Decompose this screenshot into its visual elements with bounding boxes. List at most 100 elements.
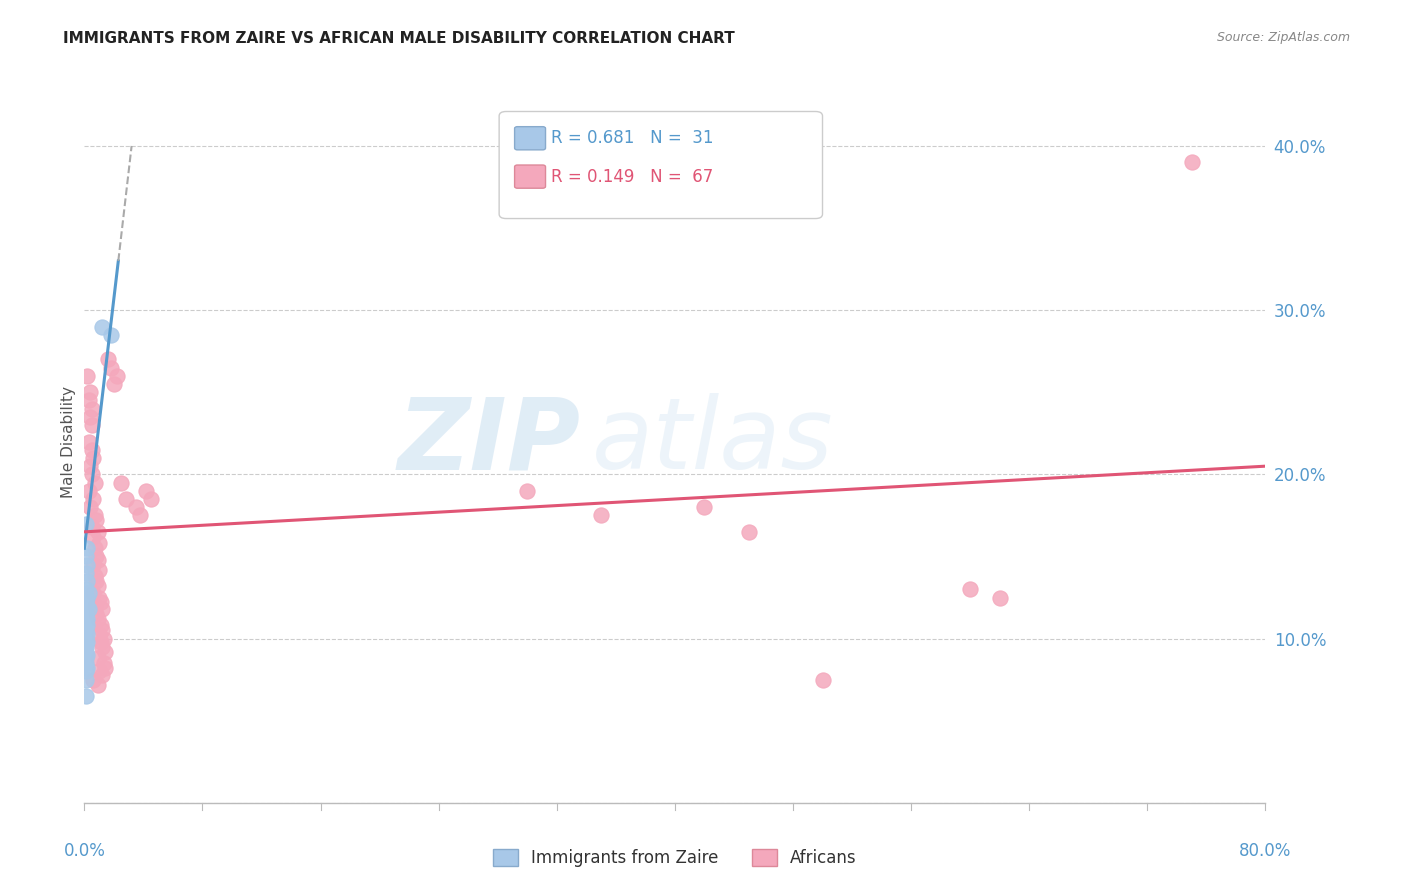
Point [91, 667, 114, 681]
Point [591, 508, 613, 523]
Point [83, 599, 105, 613]
Point [80, 442, 103, 457]
Point [738, 524, 761, 539]
Point [86, 651, 108, 665]
Point [86, 612, 108, 626]
Point [75, 665, 97, 679]
Point [139, 491, 162, 506]
Point [75, 582, 97, 597]
Point [76, 599, 98, 613]
Point [86, 677, 108, 691]
Point [125, 500, 148, 515]
Point [76, 574, 98, 588]
Point [76, 541, 98, 556]
Point [79, 409, 101, 424]
Point [75, 645, 97, 659]
Point [91, 319, 114, 334]
Point [110, 475, 132, 490]
Point [76, 661, 98, 675]
Point [82, 530, 104, 544]
Point [100, 327, 122, 342]
Point [75, 549, 97, 564]
Point [75, 673, 97, 687]
Point [103, 377, 125, 392]
Legend: Immigrants from Zaire, Africans: Immigrants from Zaire, Africans [486, 842, 863, 874]
Point [97, 352, 120, 367]
Point [87, 591, 111, 605]
Point [76, 612, 98, 626]
Point [90, 618, 112, 632]
Point [84, 549, 107, 564]
Text: R = 0.681   N =  31: R = 0.681 N = 31 [551, 129, 714, 147]
Point [75, 566, 97, 580]
Point [76, 648, 98, 662]
Point [90, 635, 112, 649]
Point [91, 602, 114, 616]
Point [75, 689, 97, 703]
Point [86, 524, 108, 539]
Point [84, 574, 107, 588]
Point [75, 651, 97, 665]
Point [77, 585, 100, 599]
Point [84, 513, 107, 527]
Text: 80.0%: 80.0% [1239, 842, 1292, 860]
Point [91, 640, 114, 654]
Point [75, 624, 97, 638]
Point [84, 607, 107, 621]
Point [75, 632, 97, 646]
Point [75, 640, 97, 654]
Point [93, 657, 115, 671]
Point [83, 475, 105, 490]
Point [693, 500, 716, 515]
Point [82, 491, 104, 506]
Text: 0.0%: 0.0% [63, 842, 105, 860]
Point [91, 624, 114, 638]
Point [76, 591, 98, 605]
Point [82, 673, 104, 687]
Point [80, 520, 103, 534]
Point [135, 483, 157, 498]
Point [83, 508, 105, 523]
Point [959, 582, 981, 597]
Point [1181, 155, 1204, 169]
Point [811, 673, 834, 687]
Text: R = 0.149   N =  67: R = 0.149 N = 67 [551, 168, 713, 186]
Text: Source: ZipAtlas.com: Source: ZipAtlas.com [1216, 31, 1350, 45]
Point [82, 585, 104, 599]
Point [80, 418, 103, 433]
Point [114, 491, 136, 506]
Point [75, 615, 97, 630]
Point [94, 645, 117, 659]
Text: atlas: atlas [592, 393, 834, 490]
Point [87, 628, 111, 642]
Point [516, 483, 538, 498]
Point [86, 579, 108, 593]
Point [83, 541, 105, 556]
Point [76, 368, 98, 383]
Point [76, 635, 98, 649]
Point [87, 665, 111, 679]
Point [94, 661, 117, 675]
Point [76, 558, 98, 572]
Point [77, 393, 100, 408]
Point [76, 626, 98, 640]
Text: ZIP: ZIP [398, 393, 581, 490]
Point [100, 360, 122, 375]
Point [77, 434, 100, 449]
Text: IMMIGRANTS FROM ZAIRE VS AFRICAN MALE DISABILITY CORRELATION CHART: IMMIGRANTS FROM ZAIRE VS AFRICAN MALE DI… [63, 31, 735, 46]
Point [87, 536, 111, 550]
Point [988, 591, 1011, 605]
Point [129, 508, 152, 523]
Point [75, 516, 97, 531]
Point [75, 595, 97, 609]
Point [82, 558, 104, 572]
Point [105, 368, 128, 383]
Point [75, 607, 97, 621]
Point [75, 657, 97, 671]
Point [77, 602, 100, 616]
Point [93, 632, 115, 646]
Point [90, 595, 112, 609]
Y-axis label: Male Disability: Male Disability [60, 385, 76, 498]
Point [80, 401, 103, 416]
Point [79, 459, 101, 474]
